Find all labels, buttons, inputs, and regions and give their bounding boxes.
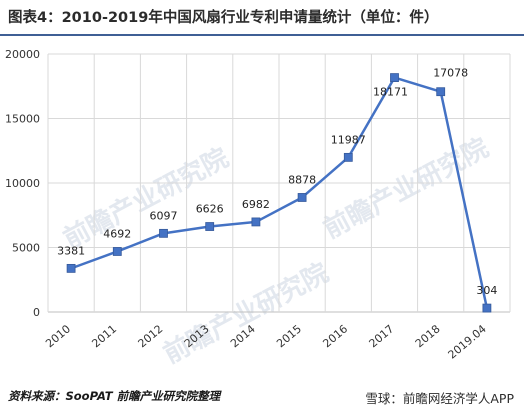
y-tick-label: 20000 xyxy=(5,48,40,61)
x-tick-label: 2017 xyxy=(367,322,397,350)
x-tick-label: 2015 xyxy=(274,322,304,350)
data-label: 6626 xyxy=(196,203,224,216)
data-point xyxy=(482,303,492,313)
data-point xyxy=(205,222,215,231)
title-rule xyxy=(0,34,524,36)
x-tick-label: 2018 xyxy=(413,322,443,350)
data-point xyxy=(112,247,122,256)
watermark-text: 前瞻产业研究院 xyxy=(58,142,233,255)
data-point xyxy=(251,217,261,227)
data-point xyxy=(66,263,76,273)
data-label: 4692 xyxy=(103,227,131,240)
data-point xyxy=(159,228,168,238)
data-label: 8878 xyxy=(288,173,316,186)
data-point xyxy=(343,152,353,162)
y-tick-label: 15000 xyxy=(5,113,40,126)
x-tick-label: 2011 xyxy=(89,322,119,350)
source-note: 资料来源：SooPAT 前瞻产业研究院整理 xyxy=(8,389,221,403)
y-tick-label: 0 xyxy=(33,306,40,319)
data-label: 17078 xyxy=(433,67,468,80)
data-label: 6097 xyxy=(150,209,178,222)
data-label: 3381 xyxy=(57,244,85,257)
data-point xyxy=(297,193,307,202)
x-tick-label: 2019.04 xyxy=(446,322,489,361)
data-point xyxy=(390,73,399,82)
data-label: 6982 xyxy=(242,198,270,211)
y-tick-label: 5000 xyxy=(12,242,40,255)
x-tick-label: 2016 xyxy=(320,322,350,350)
watermark-text: 前瞻产业研究院 xyxy=(158,257,333,370)
credit-note: 雪球：前瞻网经济学人APP xyxy=(365,391,514,406)
data-label: 18171 xyxy=(373,86,408,99)
data-point xyxy=(436,87,446,97)
series-line xyxy=(70,76,489,309)
data-label: 11987 xyxy=(331,133,366,146)
x-tick-label: 2010 xyxy=(43,322,73,350)
chart-title: 图表4：2010-2019年中国风扇行业专利申请量统计（单位：件） xyxy=(8,10,439,26)
watermark-text: 前瞻产业研究院 xyxy=(318,132,493,245)
data-label: 304 xyxy=(476,284,497,297)
y-tick-label: 10000 xyxy=(5,177,40,190)
line-chart: 前瞻产业研究院前瞻产业研究院前瞻产业研究院0500010000150002000… xyxy=(5,48,511,370)
